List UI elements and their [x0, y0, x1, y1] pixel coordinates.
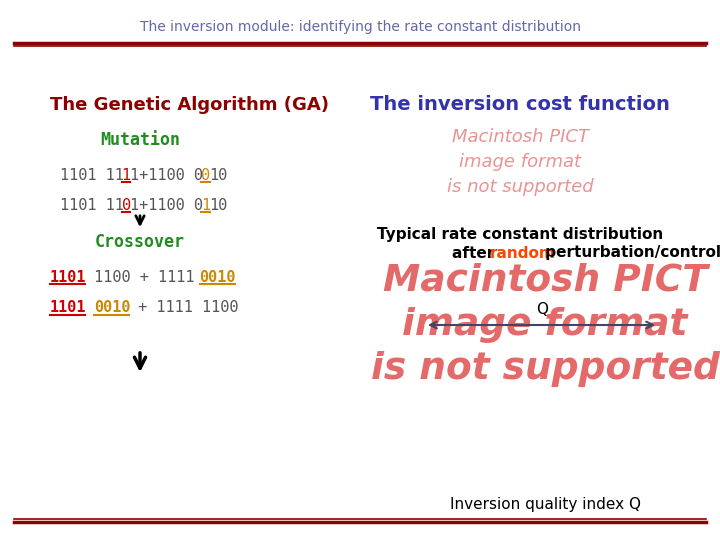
Text: Inversion quality index Q: Inversion quality index Q: [449, 497, 641, 512]
Text: The inversion cost function: The inversion cost function: [370, 96, 670, 114]
Text: 1+1100 0: 1+1100 0: [130, 198, 204, 213]
Text: 1101: 1101: [50, 269, 86, 285]
Text: 1101 11: 1101 11: [60, 167, 124, 183]
Text: random: random: [490, 246, 556, 260]
Text: 1+1100 0: 1+1100 0: [130, 167, 204, 183]
Text: 1: 1: [122, 167, 131, 183]
Text: after: after: [452, 246, 500, 260]
Text: 1: 1: [201, 198, 210, 213]
Text: 10: 10: [210, 167, 228, 183]
Text: Mutation: Mutation: [100, 131, 180, 149]
Text: 0: 0: [122, 198, 131, 213]
Text: The Genetic Algorithm (GA): The Genetic Algorithm (GA): [50, 96, 329, 114]
Text: 1101: 1101: [50, 300, 86, 315]
Text: Q: Q: [536, 302, 548, 317]
Text: Crossover: Crossover: [95, 233, 185, 251]
Text: 0010: 0010: [94, 300, 130, 315]
Text: 1101 11: 1101 11: [60, 198, 124, 213]
Text: Typical rate constant distribution: Typical rate constant distribution: [377, 227, 663, 242]
Text: 1100 + 1111: 1100 + 1111: [85, 269, 204, 285]
Text: perturbation/control: perturbation/control: [540, 246, 720, 260]
Text: The inversion module: identifying the rate constant distribution: The inversion module: identifying the ra…: [140, 20, 580, 34]
Text: 10: 10: [210, 198, 228, 213]
Text: + 1111 1100: + 1111 1100: [129, 300, 239, 315]
Text: Macintosh PICT
image format
is not supported: Macintosh PICT image format is not suppo…: [446, 128, 593, 196]
Text: 0010: 0010: [199, 269, 236, 285]
Text: Macintosh PICT
image format
is not supported: Macintosh PICT image format is not suppo…: [371, 262, 719, 387]
Text: 0: 0: [201, 167, 210, 183]
